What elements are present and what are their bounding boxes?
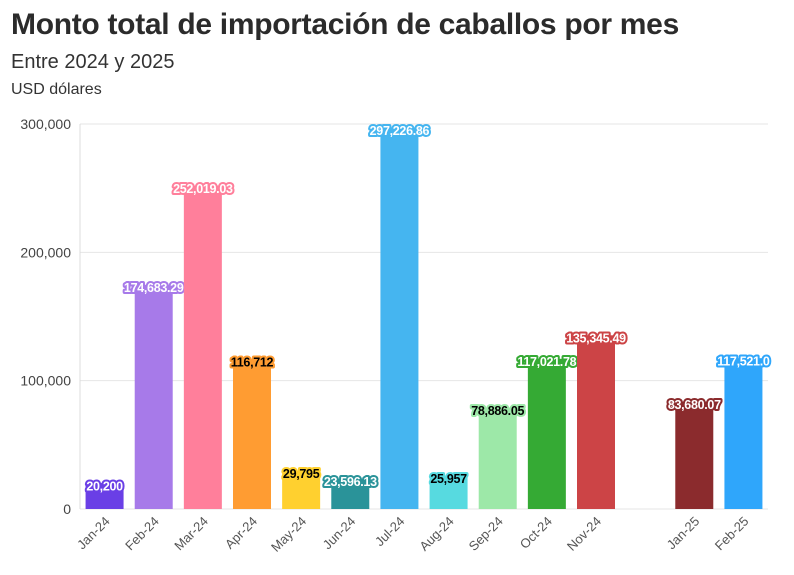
x-tick-label: Jul-24 [372, 514, 408, 550]
x-tick-label: Oct-24 [517, 514, 555, 552]
data-label: 117,521.0 [717, 354, 770, 368]
bar [85, 483, 124, 509]
x-tick-label: Jan-24 [74, 514, 113, 553]
data-label: 83,680.07 [668, 398, 721, 412]
bar [429, 475, 468, 509]
data-label: 23,596.13 [324, 475, 377, 489]
x-tick-label: Sep-24 [466, 514, 506, 554]
data-label: 29,795 [283, 467, 320, 481]
y-tick-label: 100,000 [20, 373, 71, 389]
bar [724, 358, 763, 509]
data-label: 174,683.29 [124, 281, 184, 295]
bar [675, 401, 714, 509]
bar [134, 284, 173, 509]
data-label: 20,200 [86, 479, 123, 493]
x-tick-label: Jan-25 [664, 514, 703, 553]
bar [233, 359, 271, 509]
x-tick-label: Nov-24 [564, 514, 604, 554]
data-label: 78,886.05 [471, 404, 524, 418]
y-tick-label: 300,000 [20, 116, 71, 132]
x-tick-label: Jun-24 [320, 514, 359, 553]
x-tick-label: Feb-24 [122, 514, 162, 554]
data-label: 135,345.49 [566, 332, 626, 346]
bar [331, 478, 370, 509]
x-tick-label: Aug-24 [416, 514, 456, 554]
data-label: 252,019.03 [173, 182, 233, 196]
chart-title: Monto total de importación de caballos p… [11, 8, 679, 41]
x-tick-label: Apr-24 [222, 514, 260, 552]
data-label: 116,712 [231, 356, 274, 370]
data-label: 297,226.86 [370, 124, 430, 138]
bar [183, 185, 222, 510]
bar [282, 470, 321, 509]
data-label: 117,021.78 [517, 355, 576, 369]
bar [478, 407, 517, 509]
x-tick-label: Mar-24 [171, 514, 211, 554]
y-tick-label: 200,000 [20, 244, 71, 260]
x-tick-label: May-24 [268, 514, 309, 555]
chart-subtitle: Entre 2024 y 2025 [11, 51, 175, 73]
x-tick-label: Feb-25 [712, 514, 752, 554]
y-axis-unit-label: USD dólares [11, 81, 102, 98]
bar [380, 127, 419, 509]
y-tick-label: 0 [63, 501, 71, 517]
data-label: 25,957 [430, 472, 467, 486]
bar [527, 358, 566, 509]
bar [577, 335, 615, 509]
